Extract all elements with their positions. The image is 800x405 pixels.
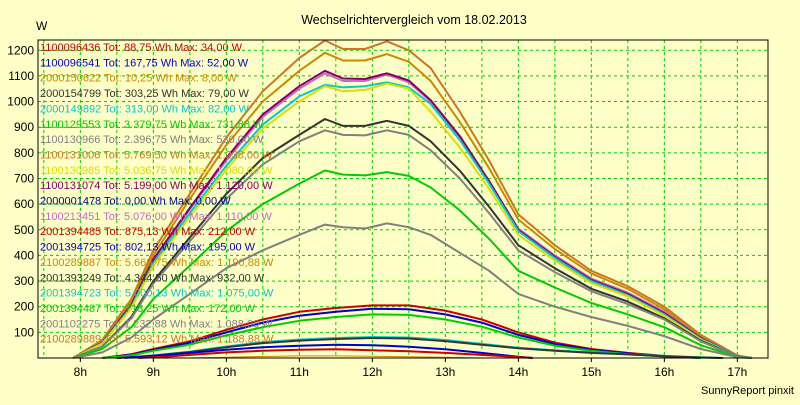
y-axis-label: W bbox=[36, 19, 48, 33]
series-line-18 bbox=[189, 355, 482, 359]
y-tick-label: 1200 bbox=[7, 43, 34, 57]
footer-credit: SunnyReport pinxit bbox=[701, 385, 794, 397]
legend-entry: 2000154799 Tot: 303,25 Wh Max: 79,00 W bbox=[40, 88, 250, 100]
legend-entry: 2001394487 Tot: 718,25 Wh Max: 172,00 W bbox=[40, 303, 256, 315]
x-tick-label: 11h bbox=[290, 365, 309, 379]
y-tick-label: 700 bbox=[14, 171, 34, 185]
legend-entry: 2001394485 Tot: 875,13 Wh Max: 212,00 W bbox=[40, 226, 256, 238]
legend-entry: 1100096541 Tot: 167,75 Wh Max: 52,00 W bbox=[40, 57, 249, 69]
x-tick-label: 8h bbox=[74, 365, 87, 379]
x-tick-label: 9h bbox=[147, 365, 160, 379]
y-tick-label: 600 bbox=[14, 197, 34, 211]
axes: 100 200 300 400 500 600 700 800 900 1000 1100 1200 8… bbox=[7, 39, 769, 379]
series-line-13 bbox=[102, 313, 701, 359]
chart-title: Wechselrichtervergleich vom 18.02.2013 bbox=[301, 13, 527, 27]
legend: 1100096436 Tot: 88,75 Wh Max: 34,00 W 110… bbox=[40, 42, 274, 346]
series-line-1 bbox=[72, 39, 753, 359]
legend-entry: 1100130985 Tot: 5.036,75 Wh Max: 1.080,0… bbox=[40, 165, 273, 177]
x-tick-label: 16h bbox=[654, 365, 674, 379]
y-tick-label: 1000 bbox=[7, 95, 34, 109]
legend-entry: 2000149892 Tot: 313,00 Wh Max: 82,00 W bbox=[40, 103, 250, 115]
y-tick-label: 900 bbox=[14, 120, 34, 134]
series-group bbox=[72, 39, 753, 359]
plot-border bbox=[37, 39, 769, 359]
legend-entry: 2001394723 Tot: 5.000,13 Wh Max: 1.075,0… bbox=[40, 288, 274, 300]
x-tick-label: 13h bbox=[435, 365, 455, 379]
x-tick-label: 15h bbox=[581, 365, 601, 379]
series-line-2 bbox=[72, 51, 753, 359]
series-line-8 bbox=[72, 129, 752, 359]
y-tick-label: 200 bbox=[14, 300, 34, 314]
series-line-7 bbox=[72, 118, 753, 359]
y-tick-label: 300 bbox=[14, 274, 34, 288]
legend-entry: 1100131074 Tot: 5.199,00 Wh Max: 1.120,0… bbox=[40, 180, 273, 192]
legend-entry: 1100096436 Tot: 88,75 Wh Max: 34,00 W bbox=[40, 42, 243, 54]
series-line-10 bbox=[72, 222, 752, 359]
y-tick-label: 1100 bbox=[8, 69, 34, 83]
series-line-17 bbox=[138, 348, 533, 359]
legend-entry: 2001394725 Tot: 802,13 Wh Max: 195,00 W bbox=[40, 242, 256, 254]
x-tick-label: 14h bbox=[508, 365, 528, 379]
series-line-16 bbox=[124, 343, 533, 359]
legend-entry: 1100129553 Tot: 3.379,75 Wh Max: 731,88 … bbox=[40, 119, 264, 131]
y-tick-label: 800 bbox=[14, 146, 34, 160]
x-tick-label: 12h bbox=[362, 365, 382, 379]
legend-entry: 2001393249 Tot: 4.344,50 Wh Max: 932,00 … bbox=[40, 272, 265, 284]
y-tick-label: 100 bbox=[14, 325, 34, 339]
legend-entry: 1100213451 Tot: 5.076,00 Wh Max: 1.110,0… bbox=[40, 211, 272, 223]
series-line-6 bbox=[72, 82, 753, 359]
legend-entry: 2000001478 Tot: 0,00 Wh Max: 0,00 W bbox=[40, 196, 231, 208]
x-tick-label: 17h bbox=[727, 365, 747, 379]
legend-entry: 2100289889 Tot: 5.593,12 Wh Max: 1.188,8… bbox=[40, 334, 274, 346]
series-line-4 bbox=[72, 69, 753, 359]
legend-entry: 1100130966 Tot: 2.396,75 Wh Max: 530,00 … bbox=[40, 134, 264, 146]
legend-entry: 1100131006 Tot: 5.769,50 Wh Max: 1.238,0… bbox=[40, 149, 273, 161]
series-line-5 bbox=[72, 81, 753, 359]
legend-entry: 2000150622 Tot: 10,25 Wh Max: 8,00 W bbox=[40, 73, 237, 85]
x-tick-label: 10h bbox=[216, 365, 236, 379]
series-line-9 bbox=[72, 169, 752, 359]
y-tick-label: 500 bbox=[14, 223, 34, 237]
legend-entry: 2001102275 Tot: 1.232,88 Wh Max: 1.088,0… bbox=[40, 318, 273, 330]
y-tick-label: 400 bbox=[14, 248, 34, 262]
legend-entry: 2100289887 Tot: 5.666,75 Wh Max: 1.190,8… bbox=[40, 257, 274, 269]
series-line-15 bbox=[116, 337, 723, 359]
